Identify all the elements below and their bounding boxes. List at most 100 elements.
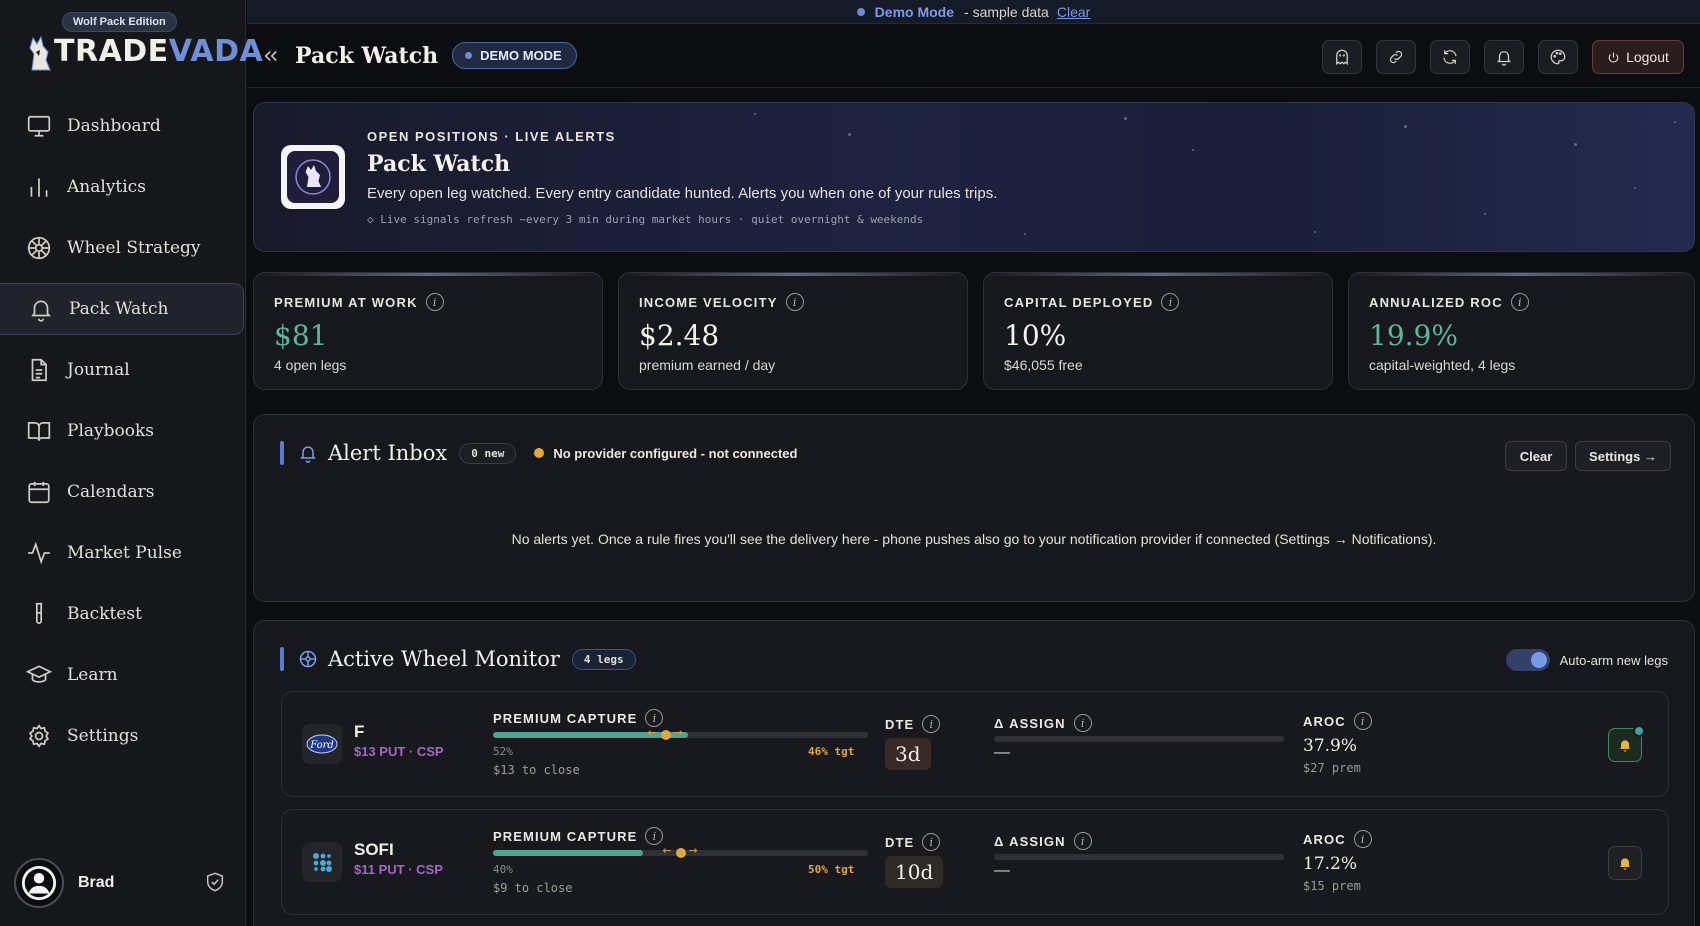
wheel-monitor-header: Active Wheel Monitor 4 legs	[280, 647, 636, 671]
kpi-value: $2.48	[639, 319, 720, 352]
info-icon[interactable]: i	[785, 293, 804, 311]
info-icon[interactable]: i	[1353, 830, 1372, 848]
info-icon[interactable]: i	[1073, 714, 1092, 732]
aroc-premium: $27 prem	[1303, 761, 1361, 775]
demo-clear-link[interactable]: Clear	[1056, 3, 1091, 20]
brand-logo[interactable]: Wolf Pack Edition TRADEVADA	[22, 12, 263, 82]
sidebar-item-label: Calendars	[67, 482, 155, 502]
sidebar-item-backtest[interactable]: Backtest	[0, 588, 246, 640]
user-profile[interactable]: Brad	[14, 856, 234, 910]
sidebar-item-journal[interactable]: Journal	[0, 344, 246, 396]
alerts-empty-message: No alerts yet. Once a rule fires you'll …	[511, 531, 1437, 547]
aroc-label: AROC i	[1303, 712, 1372, 730]
info-icon[interactable]: i	[645, 709, 664, 727]
hero-banner: OPEN POSITIONS · LIVE ALERTS Pack Watch …	[253, 102, 1695, 252]
info-icon[interactable]: i	[922, 833, 941, 851]
info-icon[interactable]: i	[1510, 293, 1529, 311]
arm-alert-button[interactable]	[1608, 846, 1642, 880]
ghost-icon	[1336, 49, 1348, 66]
legs-count-badge: 4 legs	[571, 648, 636, 670]
link-icon	[1389, 50, 1403, 64]
pack-watch-logo	[281, 145, 345, 209]
assign-value: —	[994, 744, 1010, 761]
kpi-label: INCOME VELOCITY i	[639, 293, 804, 311]
sidebar-item-playbooks[interactable]: Playbooks	[0, 405, 246, 457]
sidebar-item-analytics[interactable]: Analytics	[0, 161, 246, 213]
document-icon	[31, 358, 47, 382]
sidebar-item-learn[interactable]: Learn	[0, 649, 246, 701]
premium-capture-label: PREMIUM CAPTURE i	[493, 827, 664, 845]
graduation-cap-icon	[26, 665, 52, 683]
kpi-annualized-roc: ANNUALIZED ROC i 19.9% capital-weighted, …	[1348, 272, 1695, 390]
kpi-capital-deployed: CAPITAL DEPLOYED i 10% $46,055 free	[983, 272, 1333, 390]
bell-icon	[31, 300, 51, 322]
palette-icon	[1550, 49, 1566, 65]
aroc-label: AROC i	[1303, 830, 1372, 848]
capture-target: 46% tgt	[808, 745, 855, 758]
aroc-value: 37.9%	[1303, 736, 1358, 756]
kpi-value: 19.9%	[1369, 319, 1458, 352]
kpi-income-velocity: INCOME VELOCITY i $2.48 premium earned / …	[618, 272, 968, 390]
user-name: Brad	[78, 874, 115, 891]
demo-dot	[856, 7, 865, 16]
toggle-label: Auto-arm new legs	[1559, 652, 1668, 668]
collapse-sidebar-button[interactable]	[259, 44, 283, 68]
theme-button[interactable]	[1538, 40, 1578, 74]
shield-check-icon[interactable]	[204, 871, 226, 893]
sidebar: Wolf Pack Edition TRADEVADA Dashboard An…	[0, 0, 263, 926]
bar-chart-icon	[30, 178, 48, 197]
sidebar-item-label: Wheel Strategy	[67, 238, 201, 258]
sofi-logo	[302, 842, 342, 882]
refresh-icon	[1443, 50, 1457, 64]
info-icon[interactable]: i	[645, 827, 664, 845]
page-header: Pack Watch DEMO MODE Logout	[247, 24, 1700, 88]
hero-title: Pack Watch	[367, 151, 511, 177]
notifications-button[interactable]	[1484, 40, 1524, 74]
dte-label: DTE i	[885, 715, 941, 733]
logout-button[interactable]: Logout	[1592, 40, 1684, 74]
sidebar-item-settings[interactable]: Settings	[0, 710, 246, 762]
sidebar-item-label: Dashboard	[67, 116, 161, 136]
info-icon[interactable]: i	[425, 293, 444, 311]
auto-arm-toggle[interactable]: Auto-arm new legs	[1505, 649, 1668, 671]
wheel-leg-row[interactable]: Ford F $13 PUT · CSP PREMIUM CAPTURE i ← …	[281, 691, 1669, 797]
info-icon[interactable]: i	[1161, 293, 1180, 311]
clear-alerts-button[interactable]: Clear	[1505, 441, 1567, 471]
kpi-subtext: 4 open legs	[274, 357, 347, 373]
ford-logo: Ford	[302, 724, 342, 764]
hero-kicker: OPEN POSITIONS · LIVE ALERTS	[367, 129, 616, 144]
arm-alert-button[interactable]	[1608, 725, 1645, 762]
sidebar-item-calendars[interactable]: Calendars	[0, 466, 246, 518]
info-icon[interactable]: i	[1353, 712, 1372, 730]
alert-inbox-panel: Alert Inbox 0 new No provider configured…	[253, 414, 1695, 602]
aroc-premium: $15 prem	[1303, 879, 1361, 893]
capture-percent: 52%	[493, 745, 513, 758]
bell-icon	[300, 446, 316, 463]
ghost-button[interactable]	[1322, 40, 1362, 74]
sidebar-item-pack-watch[interactable]: Pack Watch	[0, 283, 244, 335]
alert-settings-button[interactable]: Settings →	[1575, 441, 1671, 471]
info-icon[interactable]: i	[922, 715, 941, 733]
assign-label: Δ ASSIGN i	[994, 832, 1092, 850]
pulse-icon	[28, 541, 50, 565]
alert-inbox-header: Alert Inbox 0 new No provider configured…	[280, 441, 797, 465]
book-icon	[27, 422, 51, 441]
link-button[interactable]	[1376, 40, 1416, 74]
kpi-label: ANNUALIZED ROC i	[1369, 293, 1529, 311]
page-title: Pack Watch	[295, 42, 439, 69]
leg-contract: $11 PUT · CSP	[354, 862, 443, 877]
wheel-leg-row[interactable]: SOFI $11 PUT · CSP PREMIUM CAPTURE i ← → …	[281, 809, 1669, 915]
premium-capture-label: PREMIUM CAPTURE i	[493, 709, 664, 727]
avatar[interactable]	[14, 858, 64, 908]
sidebar-item-dashboard[interactable]: Dashboard	[0, 100, 246, 152]
wheel-monitor-panel: Active Wheel Monitor 4 legs Auto-arm new…	[253, 620, 1695, 926]
refresh-button[interactable]	[1430, 40, 1470, 74]
demo-mode-label: Demo Mode	[874, 3, 955, 20]
test-tube-icon	[35, 602, 43, 625]
toggle-switch[interactable]	[1505, 649, 1550, 671]
sidebar-item-label: Analytics	[67, 177, 146, 197]
dte-value: 10d	[885, 856, 944, 888]
sidebar-item-wheel-strategy[interactable]: Wheel Strategy	[0, 222, 246, 274]
sidebar-item-market-pulse[interactable]: Market Pulse	[0, 527, 246, 579]
info-icon[interactable]: i	[1073, 832, 1092, 850]
